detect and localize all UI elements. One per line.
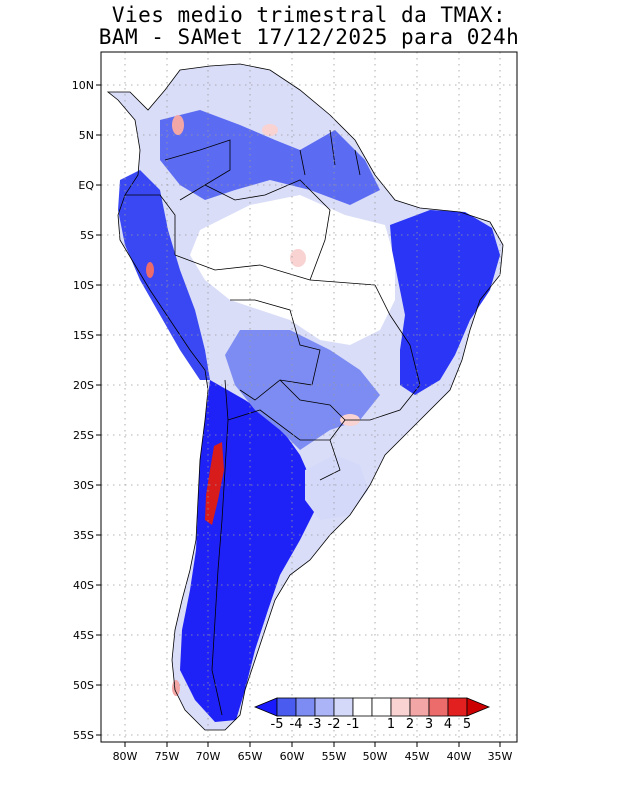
colorbar-label: 4 <box>444 717 452 732</box>
lat-tick-label: 40S <box>73 579 94 592</box>
neutral-zone <box>190 195 395 345</box>
lon-tick-label: 80W <box>113 750 138 763</box>
lon-tick-label: 50W <box>363 750 388 763</box>
colorbar-label: -1 <box>347 717 360 732</box>
red-andes <box>205 442 224 525</box>
lat-tick-label: 15S <box>73 329 94 342</box>
colorbar-high-arrow <box>466 697 491 717</box>
border-bolivia <box>230 299 321 401</box>
lon-tick-label: 60W <box>280 750 305 763</box>
pink-spot-1 <box>172 115 184 135</box>
lat-ticks: 10N 5N EQ 5S 10S 15S 20S 25S 30S 35S 40S… <box>72 79 101 742</box>
lon-tick-label: 45W <box>405 750 430 763</box>
colorbar-segment <box>390 697 411 717</box>
lon-tick-label: 55W <box>322 750 347 763</box>
colorbar-label: -4 <box>290 717 303 732</box>
colorbar-label: 2 <box>406 717 414 732</box>
graticule <box>101 52 517 742</box>
colorbar-segment <box>333 697 354 717</box>
blue-north <box>160 110 380 205</box>
colorbar-label: -5 <box>271 717 284 732</box>
colorbar: -5 -4 -3 -2 -1 1 2 3 4 5 <box>253 697 491 732</box>
colorbar-segment <box>409 697 430 717</box>
title-line-2: BAM - SAMet 17/12/2025 para 024h <box>98 25 520 49</box>
lat-tick-label: 25S <box>73 429 94 442</box>
border-peru-ecuador <box>125 194 176 255</box>
lat-tick-label: 5N <box>79 129 94 142</box>
colorbar-segment <box>314 697 335 717</box>
border-colombia <box>164 139 231 201</box>
border-brazil-north <box>204 179 331 281</box>
pink-spot-2 <box>262 124 278 136</box>
border-paraguay <box>279 379 346 441</box>
lat-tick-label: 20S <box>73 379 94 392</box>
colorbar-segment <box>428 697 449 717</box>
border-argentina-chile <box>211 379 229 716</box>
pink-spot-6 <box>172 680 180 696</box>
lat-tick-label: 5S <box>80 229 94 242</box>
lat-tick-label: 45S <box>73 629 94 642</box>
coastline <box>106 63 504 731</box>
lon-tick-label: 75W <box>155 750 180 763</box>
lat-tick-label: 50S <box>73 679 94 692</box>
colorbar-label: 5 <box>463 717 471 732</box>
pink-spot-3 <box>290 249 306 267</box>
lon-ticks: 80W 75W 70W 65W 60W 55W 50W 45W 40W 35W <box>113 742 513 763</box>
lon-tick-label: 35W <box>488 750 513 763</box>
light-uruguay <box>305 455 368 520</box>
colorbar-segment <box>352 697 373 717</box>
plot-frame <box>100 51 518 743</box>
colorbar-label: 3 <box>425 717 433 732</box>
lat-tick-label: 35S <box>73 529 94 542</box>
blue-northeast <box>390 210 500 395</box>
lat-tick-label: EQ <box>78 179 94 192</box>
colorbar-label: -3 <box>309 717 322 732</box>
country-borders <box>106 63 504 731</box>
colorbar-segment <box>447 697 468 717</box>
lat-tick-label: 10N <box>72 79 94 92</box>
colorbar-segment <box>371 697 392 717</box>
blue-west-coast <box>118 170 210 380</box>
border-argentina-north <box>227 409 341 481</box>
title-line-1: Vies medio trimestral da TMAX: <box>111 3 507 27</box>
lat-tick-label: 10S <box>73 279 94 292</box>
lat-tick-label: 30S <box>73 479 94 492</box>
border-brazil-west <box>174 254 376 286</box>
colorbar-label: 1 <box>387 717 395 732</box>
lat-tick-label: 55S <box>73 729 94 742</box>
bias-field <box>108 64 503 730</box>
colorbar-segment <box>276 697 297 717</box>
colorbar-segment <box>295 697 316 717</box>
border-guianas <box>299 129 361 176</box>
colorbar-low-arrow <box>253 697 278 717</box>
pink-spot-4 <box>146 262 154 278</box>
lon-tick-label: 40W <box>447 750 472 763</box>
lon-tick-label: 70W <box>196 750 221 763</box>
colorbar-label: -2 <box>328 717 341 732</box>
lon-tick-label: 65W <box>238 750 263 763</box>
